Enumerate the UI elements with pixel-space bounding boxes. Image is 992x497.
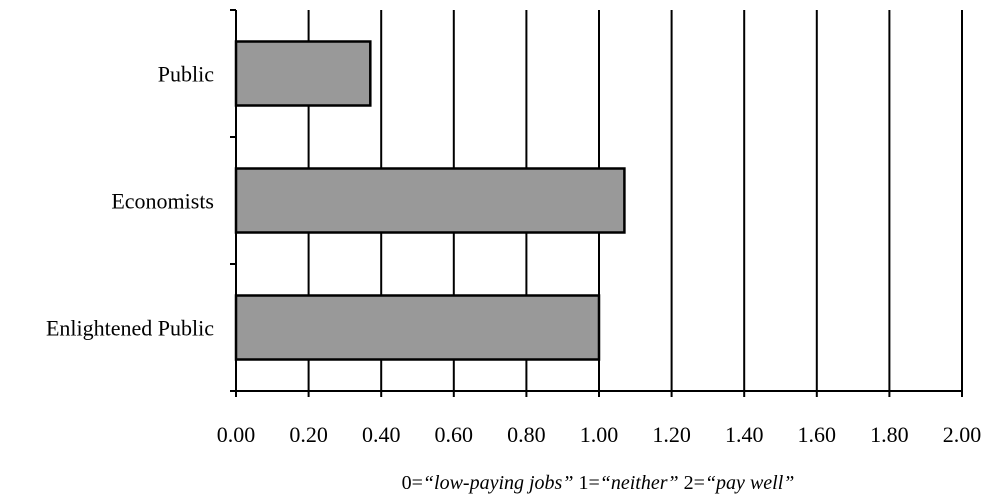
x-tick-label: 1.00 <box>580 422 619 447</box>
category-label: Public <box>158 62 214 87</box>
category-label: Enlightened Public <box>46 316 214 341</box>
x-tick-label: 0.40 <box>362 422 401 447</box>
x-tick-label: 1.20 <box>652 422 691 447</box>
x-tick-label: 0.00 <box>217 422 256 447</box>
x-tick-label: 1.80 <box>870 422 909 447</box>
x-tick-label: 1.40 <box>725 422 764 447</box>
x-tick-label: 0.20 <box>289 422 328 447</box>
bar <box>234 40 372 107</box>
labels: 0.00 0.20 0.40 0.60 0.80 1.00 1.20 1.40 1.60 1.80… <box>46 62 981 448</box>
x-tick-label: 1.60 <box>798 422 837 447</box>
bar <box>234 294 601 361</box>
axes <box>230 9 963 397</box>
bars <box>234 40 626 361</box>
bar <box>234 167 626 234</box>
x-tick-label: 2.00 <box>943 422 982 447</box>
x-tick-label: 0.60 <box>435 422 474 447</box>
category-label: Economists <box>111 189 214 214</box>
x-axis-label: 0=“low-paying jobs” 1=“neither” 2=“pay w… <box>402 472 795 494</box>
x-tick-label: 0.80 <box>507 422 546 447</box>
